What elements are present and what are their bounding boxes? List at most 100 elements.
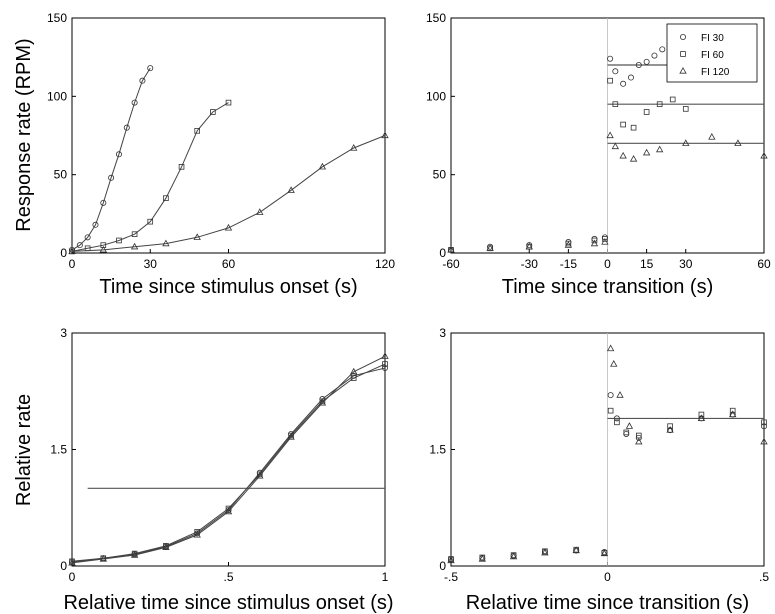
data-point [656, 101, 663, 107]
legend: FI 30 FI 60 FI 120 [666, 23, 758, 83]
data-point [256, 471, 264, 479]
x-tick-label: .5 [759, 570, 769, 584]
data-point [210, 109, 216, 115]
data-point [147, 65, 154, 72]
data-point [620, 121, 626, 128]
x-axis-label: Time since stimulus onset (s) [99, 276, 357, 298]
data-point [68, 558, 76, 566]
y-tick-label: 50 [54, 168, 68, 182]
data-point [614, 419, 620, 426]
data-point [612, 101, 619, 107]
series-fit-line [71, 135, 386, 252]
data-point [318, 162, 327, 170]
series-fit-line [71, 102, 229, 252]
data-point [619, 151, 627, 159]
y-tick-label: 100 [426, 89, 446, 103]
data-point [68, 247, 76, 255]
series-3 [447, 131, 768, 253]
y-tick-label: 3 [60, 326, 67, 340]
data-point [760, 151, 768, 159]
data-point [108, 174, 115, 181]
data-point [381, 352, 389, 359]
data-point [525, 242, 533, 250]
legend-label: FI 120 [701, 67, 730, 78]
data-point [627, 74, 634, 81]
series-3 [68, 131, 389, 255]
data-point [708, 133, 716, 140]
data-point [635, 437, 643, 445]
data-point [655, 145, 664, 153]
series-3 [68, 352, 389, 566]
data-point [630, 124, 637, 131]
x-tick-label: 30 [679, 257, 693, 271]
data-point [350, 144, 358, 151]
data-point [99, 554, 107, 562]
data-point [564, 241, 573, 248]
y-tick-label: 0 [60, 246, 67, 260]
data-point [729, 410, 737, 418]
data-point [682, 106, 689, 112]
data-point [612, 68, 619, 75]
data-point [100, 199, 107, 206]
data-point [682, 139, 690, 146]
y-tick-label: 1.5 [429, 443, 446, 457]
data-point [734, 139, 742, 146]
data-point [591, 237, 598, 244]
chart-panel-3: 0 .5 1 0 1.5 3 Relative time since stimulus on… [13, 326, 394, 614]
data-point [287, 186, 295, 193]
data-point [761, 423, 768, 430]
data-point [130, 551, 139, 558]
legend-marker [679, 66, 687, 74]
data-point [131, 99, 138, 106]
data-point [629, 154, 638, 162]
y-tick-label: 0 [60, 559, 67, 573]
data-point [178, 164, 185, 170]
data-point [318, 398, 327, 406]
data-point [620, 80, 627, 87]
data-point [651, 52, 658, 59]
x-tick-label: -15 [560, 257, 578, 271]
data-point [92, 221, 99, 228]
x-tick-label: -30 [521, 257, 539, 271]
series-1 [447, 46, 689, 253]
data-point [600, 549, 609, 557]
y-tick-label: 50 [433, 168, 447, 182]
data-point [100, 242, 107, 248]
y-tick-label: 3 [439, 326, 446, 340]
data-point [162, 239, 170, 247]
x-tick-label: -.5 [444, 570, 458, 584]
data-point [287, 433, 295, 440]
data-point [76, 242, 83, 249]
data-point [643, 58, 650, 65]
data-point [486, 244, 494, 251]
x-tick-label: 60 [222, 257, 236, 271]
data-point [606, 131, 614, 139]
data-point [224, 507, 233, 515]
x-tick-label: 0 [69, 570, 76, 584]
data-point [256, 208, 264, 215]
data-point [194, 529, 201, 535]
x-axis-label: Relative time since stimulus onset (s) [63, 592, 393, 614]
data-point [382, 361, 388, 367]
legend-label: FI 60 [701, 50, 724, 61]
series-1 [69, 65, 154, 253]
chart-panel-2: -60 -30 -15 0 15 30 60 0 50 100 150 Time since tran… [426, 11, 771, 298]
y-tick-label: 1.5 [50, 443, 67, 457]
data-point [115, 151, 122, 158]
data-point [611, 142, 620, 150]
data-point [162, 543, 170, 550]
series-2 [69, 361, 388, 565]
data-point [224, 223, 233, 231]
data-point [760, 437, 768, 445]
data-point [147, 218, 154, 225]
data-point [643, 109, 650, 115]
data-point [606, 344, 615, 352]
data-point [123, 124, 130, 131]
data-point [509, 552, 518, 560]
data-point [698, 411, 705, 418]
series-fit-line [71, 367, 386, 563]
x-tick-label: .5 [223, 570, 233, 584]
data-point [194, 127, 201, 134]
data-point [590, 239, 599, 247]
